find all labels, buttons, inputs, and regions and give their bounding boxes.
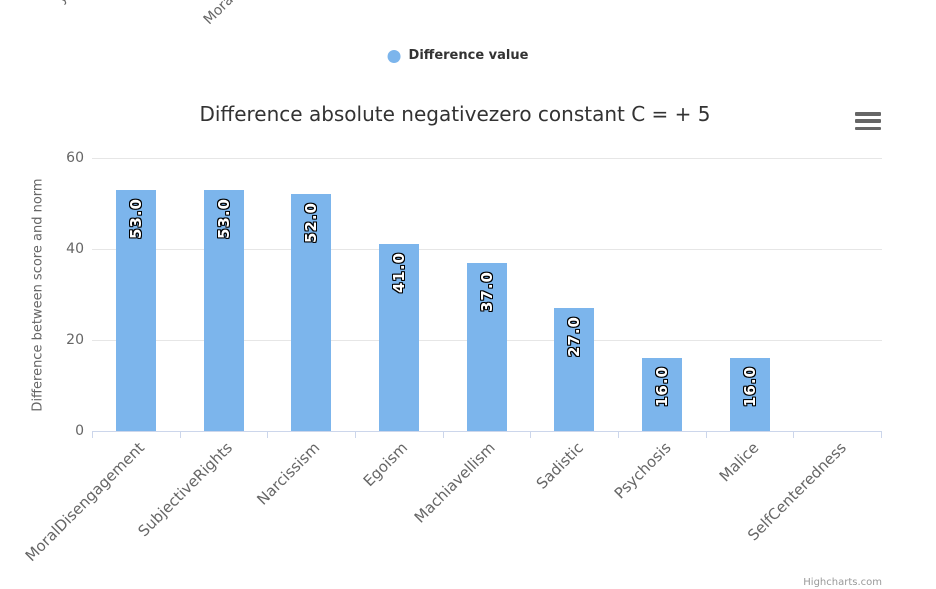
x-axis-tick: [92, 432, 93, 438]
y-axis-tick-label: 20: [66, 332, 84, 348]
bar-psychosis[interactable]: 16.0: [641, 358, 682, 431]
x-axis-label: Malice: [715, 438, 762, 486]
burger-bar: [855, 112, 881, 116]
bar-malice[interactable]: 16.0: [729, 358, 770, 431]
x-axis-tick: [267, 432, 269, 438]
y-gridline: [92, 249, 882, 250]
x-axis-tick: [442, 432, 444, 438]
bar-egoism[interactable]: 41.0: [378, 244, 419, 431]
legend-item[interactable]: Difference value: [387, 47, 529, 65]
bar-narcissism[interactable]: 52.0: [291, 194, 332, 431]
x-axis-tick: [530, 432, 532, 438]
bar-data-label: 16.0: [652, 366, 671, 408]
y-axis-tick-label: 0: [75, 423, 84, 439]
burger-bar: [855, 126, 881, 130]
x-axis-label: Egoism: [359, 438, 412, 491]
x-axis-label: Sadistic: [532, 438, 587, 493]
bar-sadistic[interactable]: 27.0: [554, 308, 595, 431]
x-axis-label: MoralDisengagement: [21, 438, 149, 565]
legend-label: Difference value: [408, 48, 529, 63]
bar-machiavellism[interactable]: 37.0: [466, 262, 507, 431]
y-axis-tick-label: 40: [66, 241, 84, 257]
x-axis-tick: [793, 432, 795, 438]
chart-title: Difference absolute negativezero constan…: [199, 102, 711, 126]
bar-data-label: 27.0: [565, 316, 584, 358]
bar-subjectiverights[interactable]: 53.0: [203, 189, 244, 431]
bar-data-label: 53.0: [214, 197, 233, 239]
clipped-axis-label-fragment: Mora: [200, 0, 237, 29]
x-axis-line: [92, 431, 882, 432]
bar-data-label: 37.0: [477, 270, 496, 312]
x-axis-label: SubjectiveRights: [134, 438, 236, 541]
x-axis-tick: [179, 432, 181, 438]
x-axis-label: SelfCenteredness: [743, 438, 850, 545]
legend-marker-icon: [387, 49, 401, 63]
x-axis-tick: [618, 432, 619, 438]
x-axis-label: Narcissism: [253, 438, 324, 509]
clipped-axis-label-fragment: y: [54, 0, 71, 7]
x-axis-tick: [355, 432, 356, 438]
y-gridline: [92, 158, 882, 159]
burger-bar: [855, 119, 881, 123]
x-axis-label: Machiavellism: [410, 438, 499, 527]
bar-moraldisengagement[interactable]: 53.0: [115, 189, 156, 431]
hamburger-menu-icon[interactable]: [855, 112, 881, 130]
x-axis-label: Psychosis: [610, 438, 675, 503]
bar-data-label: 53.0: [126, 197, 145, 239]
y-axis-tick-label: 60: [66, 150, 84, 166]
bar-data-label: 52.0: [302, 202, 321, 244]
bar-data-label: 16.0: [740, 366, 759, 408]
x-axis-tick: [705, 432, 707, 438]
bar-data-label: 41.0: [389, 252, 408, 294]
highcharts-credits-link[interactable]: Highcharts.com: [803, 577, 882, 588]
x-axis-tick: [881, 432, 882, 438]
y-axis-title: Difference between score and norm: [30, 178, 46, 412]
